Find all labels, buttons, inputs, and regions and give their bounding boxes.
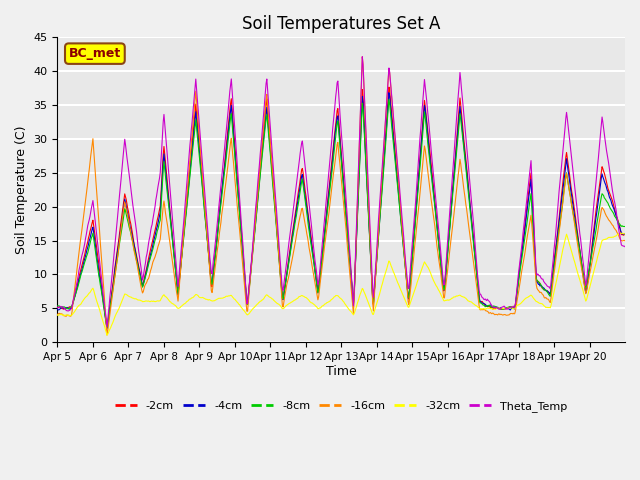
Title: Soil Temperatures Set A: Soil Temperatures Set A: [242, 15, 440, 33]
Text: BC_met: BC_met: [68, 47, 121, 60]
Legend: -2cm, -4cm, -8cm, -16cm, -32cm, Theta_Temp: -2cm, -4cm, -8cm, -16cm, -32cm, Theta_Te…: [110, 396, 572, 416]
Y-axis label: Soil Temperature (C): Soil Temperature (C): [15, 125, 28, 254]
X-axis label: Time: Time: [326, 365, 356, 378]
